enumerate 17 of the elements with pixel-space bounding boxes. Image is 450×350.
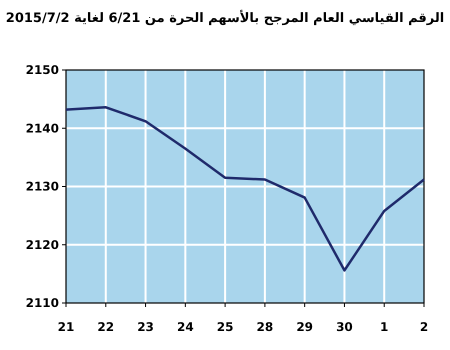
line-series: [64, 106, 426, 272]
y-tick-label: 2140: [26, 121, 59, 136]
y-tick-label: 2110: [26, 296, 59, 310]
x-tick-label: 2: [420, 320, 428, 334]
x-tick-label: 28: [256, 320, 274, 334]
x-tick-label: 22: [97, 320, 114, 334]
chart-title: الرقم القياسي العام المرجح بالأسهم الحرة من 6/21 لغاية 2015/7/2: [6, 9, 444, 26]
x-tick-label: 24: [176, 320, 194, 334]
y-tick-label: 2150: [26, 63, 59, 77]
x-tick-label: 25: [216, 320, 234, 334]
x-tick-label: 21: [58, 320, 74, 334]
y-tick-label: 2120: [26, 238, 59, 252]
y-tick-label: 2130: [26, 180, 59, 194]
x-tick-label: 30: [336, 320, 353, 334]
x-tick-label: 1: [380, 320, 388, 334]
x-tick-label: 23: [137, 320, 154, 334]
x-tick-label: 29: [296, 320, 314, 334]
